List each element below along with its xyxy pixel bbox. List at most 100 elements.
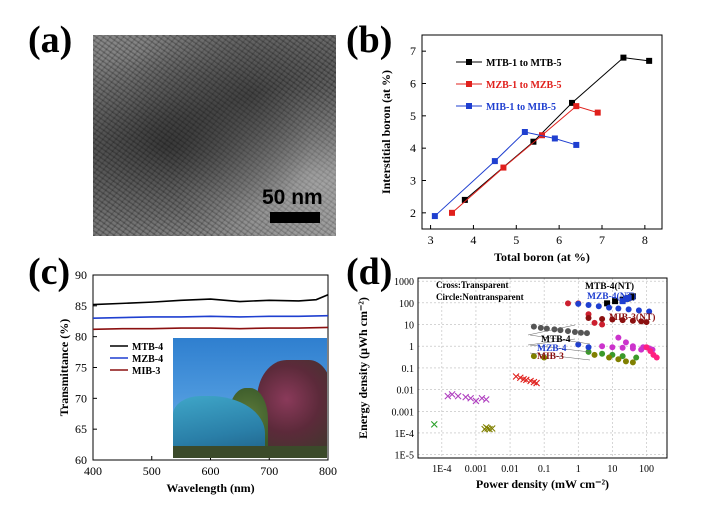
data-point <box>472 397 480 405</box>
data-point <box>615 305 622 312</box>
legend-label: MTB-1 to MTB-5 <box>486 58 562 69</box>
series-11 <box>575 341 592 351</box>
legend-label: MZB-1 to MZB-5 <box>486 80 562 91</box>
photo-ground <box>173 446 327 458</box>
data-point <box>530 353 537 360</box>
series-line-2 <box>92 326 329 331</box>
data-point <box>612 298 619 305</box>
data-point <box>575 341 582 348</box>
y-tick-label: 4 <box>410 141 416 155</box>
plot-frame <box>421 34 663 230</box>
annotation-label: MTB-4 <box>541 335 571 345</box>
legend-label: MIB-1 to MIB-5 <box>486 102 556 113</box>
data-point <box>619 298 626 305</box>
x-tick-label: 600 <box>202 464 220 478</box>
x-tick-label: 5 <box>513 233 519 247</box>
data-point <box>606 304 613 311</box>
data-point <box>622 339 629 346</box>
x-tick-label: 7 <box>599 233 605 247</box>
data-point <box>462 393 470 401</box>
data-point <box>615 356 622 363</box>
x-tick-label: 1 <box>576 464 581 475</box>
data-point <box>573 103 580 110</box>
data-point <box>646 308 653 315</box>
data-point <box>449 209 455 216</box>
note-nontransparent: Circle:Nontransparent <box>436 292 524 302</box>
y-tick-label: 60 <box>75 453 87 467</box>
x-axis-label: Wavelength (nm) <box>166 481 254 495</box>
data-point <box>638 346 645 353</box>
series-14 <box>444 391 490 405</box>
y-axis-label: Energy density (μWh cm⁻²) <box>356 297 370 439</box>
series-5 <box>530 323 590 337</box>
x-tick-label: 10 <box>607 464 617 475</box>
tem-micrograph <box>93 35 336 236</box>
data-point <box>522 376 530 384</box>
legend-label: MTB-4 <box>132 342 163 353</box>
series-line <box>434 131 577 217</box>
x-tick-label: 6 <box>556 233 562 247</box>
x-tick-label: 0.01 <box>501 464 519 475</box>
data-point <box>585 301 592 308</box>
series-12 <box>530 353 548 361</box>
x-tick-label: 500 <box>143 464 161 478</box>
data-point <box>488 425 496 432</box>
y-tick-label: 0.1 <box>402 364 415 375</box>
data-point <box>537 324 544 331</box>
y-tick-label: 70 <box>75 391 87 405</box>
series-line <box>464 57 650 201</box>
y-tick-label: 65 <box>75 422 87 436</box>
note-transparent: Cross:Transparent <box>436 280 509 290</box>
data-point <box>635 307 642 314</box>
data-point <box>619 344 626 351</box>
chart-d: 1E-4 0.001 0.01 0.1 1 10 100 1E-5 1E-4 0.001 0.01 0… <box>356 277 668 491</box>
x-tick-label: 8 <box>642 233 648 247</box>
scale-bar <box>270 212 320 223</box>
data-point <box>577 329 584 336</box>
data-point <box>629 359 636 366</box>
x-tick-label: 4 <box>470 233 476 247</box>
y-tick-label: 80 <box>75 330 87 344</box>
legend-label: MIB-3 <box>132 366 160 377</box>
data-point <box>646 57 653 64</box>
data-point <box>594 109 601 116</box>
series-4 <box>585 315 650 326</box>
y-tick-label: 0.001 <box>392 407 415 418</box>
data-point <box>633 354 640 361</box>
data-point <box>564 300 571 307</box>
photo-red-tree <box>257 360 327 458</box>
y-tick-label: 6 <box>410 77 416 91</box>
x-tick-label: 0.1 <box>538 464 551 475</box>
annotation-label: MTB-4(NT) <box>585 281 634 292</box>
data-point <box>448 391 456 398</box>
label-connector <box>529 334 591 345</box>
data-point <box>571 329 578 336</box>
data-point <box>585 315 592 322</box>
data-point <box>575 300 582 307</box>
series-1 <box>449 103 601 216</box>
x-axis-label: Total boron (at %) <box>494 250 590 264</box>
x-tick-label: 0.001 <box>465 464 488 475</box>
data-point <box>530 323 537 330</box>
data-point <box>431 213 438 220</box>
plot-frame <box>417 277 668 459</box>
x-tick-label: 400 <box>84 464 102 478</box>
series-3 <box>575 300 653 315</box>
legend-label: MZB-4 <box>132 354 163 365</box>
series-line <box>451 105 598 214</box>
data-point <box>430 420 438 428</box>
series-15 <box>481 424 496 433</box>
y-tick-label: 1 <box>409 342 414 353</box>
data-point <box>629 293 636 300</box>
label-connector <box>527 324 576 336</box>
x-tick-label: 1E-4 <box>432 464 451 475</box>
annotation-label: MIB-3 <box>537 352 564 362</box>
y-tick-label: 1000 <box>394 277 414 288</box>
series-line-0 <box>92 293 329 306</box>
data-point <box>625 294 632 301</box>
y-axis-label: Interstitial boron (at %) <box>379 70 393 194</box>
data-point <box>444 392 452 400</box>
y-tick-label: 100 <box>399 299 414 310</box>
data-point <box>643 319 650 326</box>
